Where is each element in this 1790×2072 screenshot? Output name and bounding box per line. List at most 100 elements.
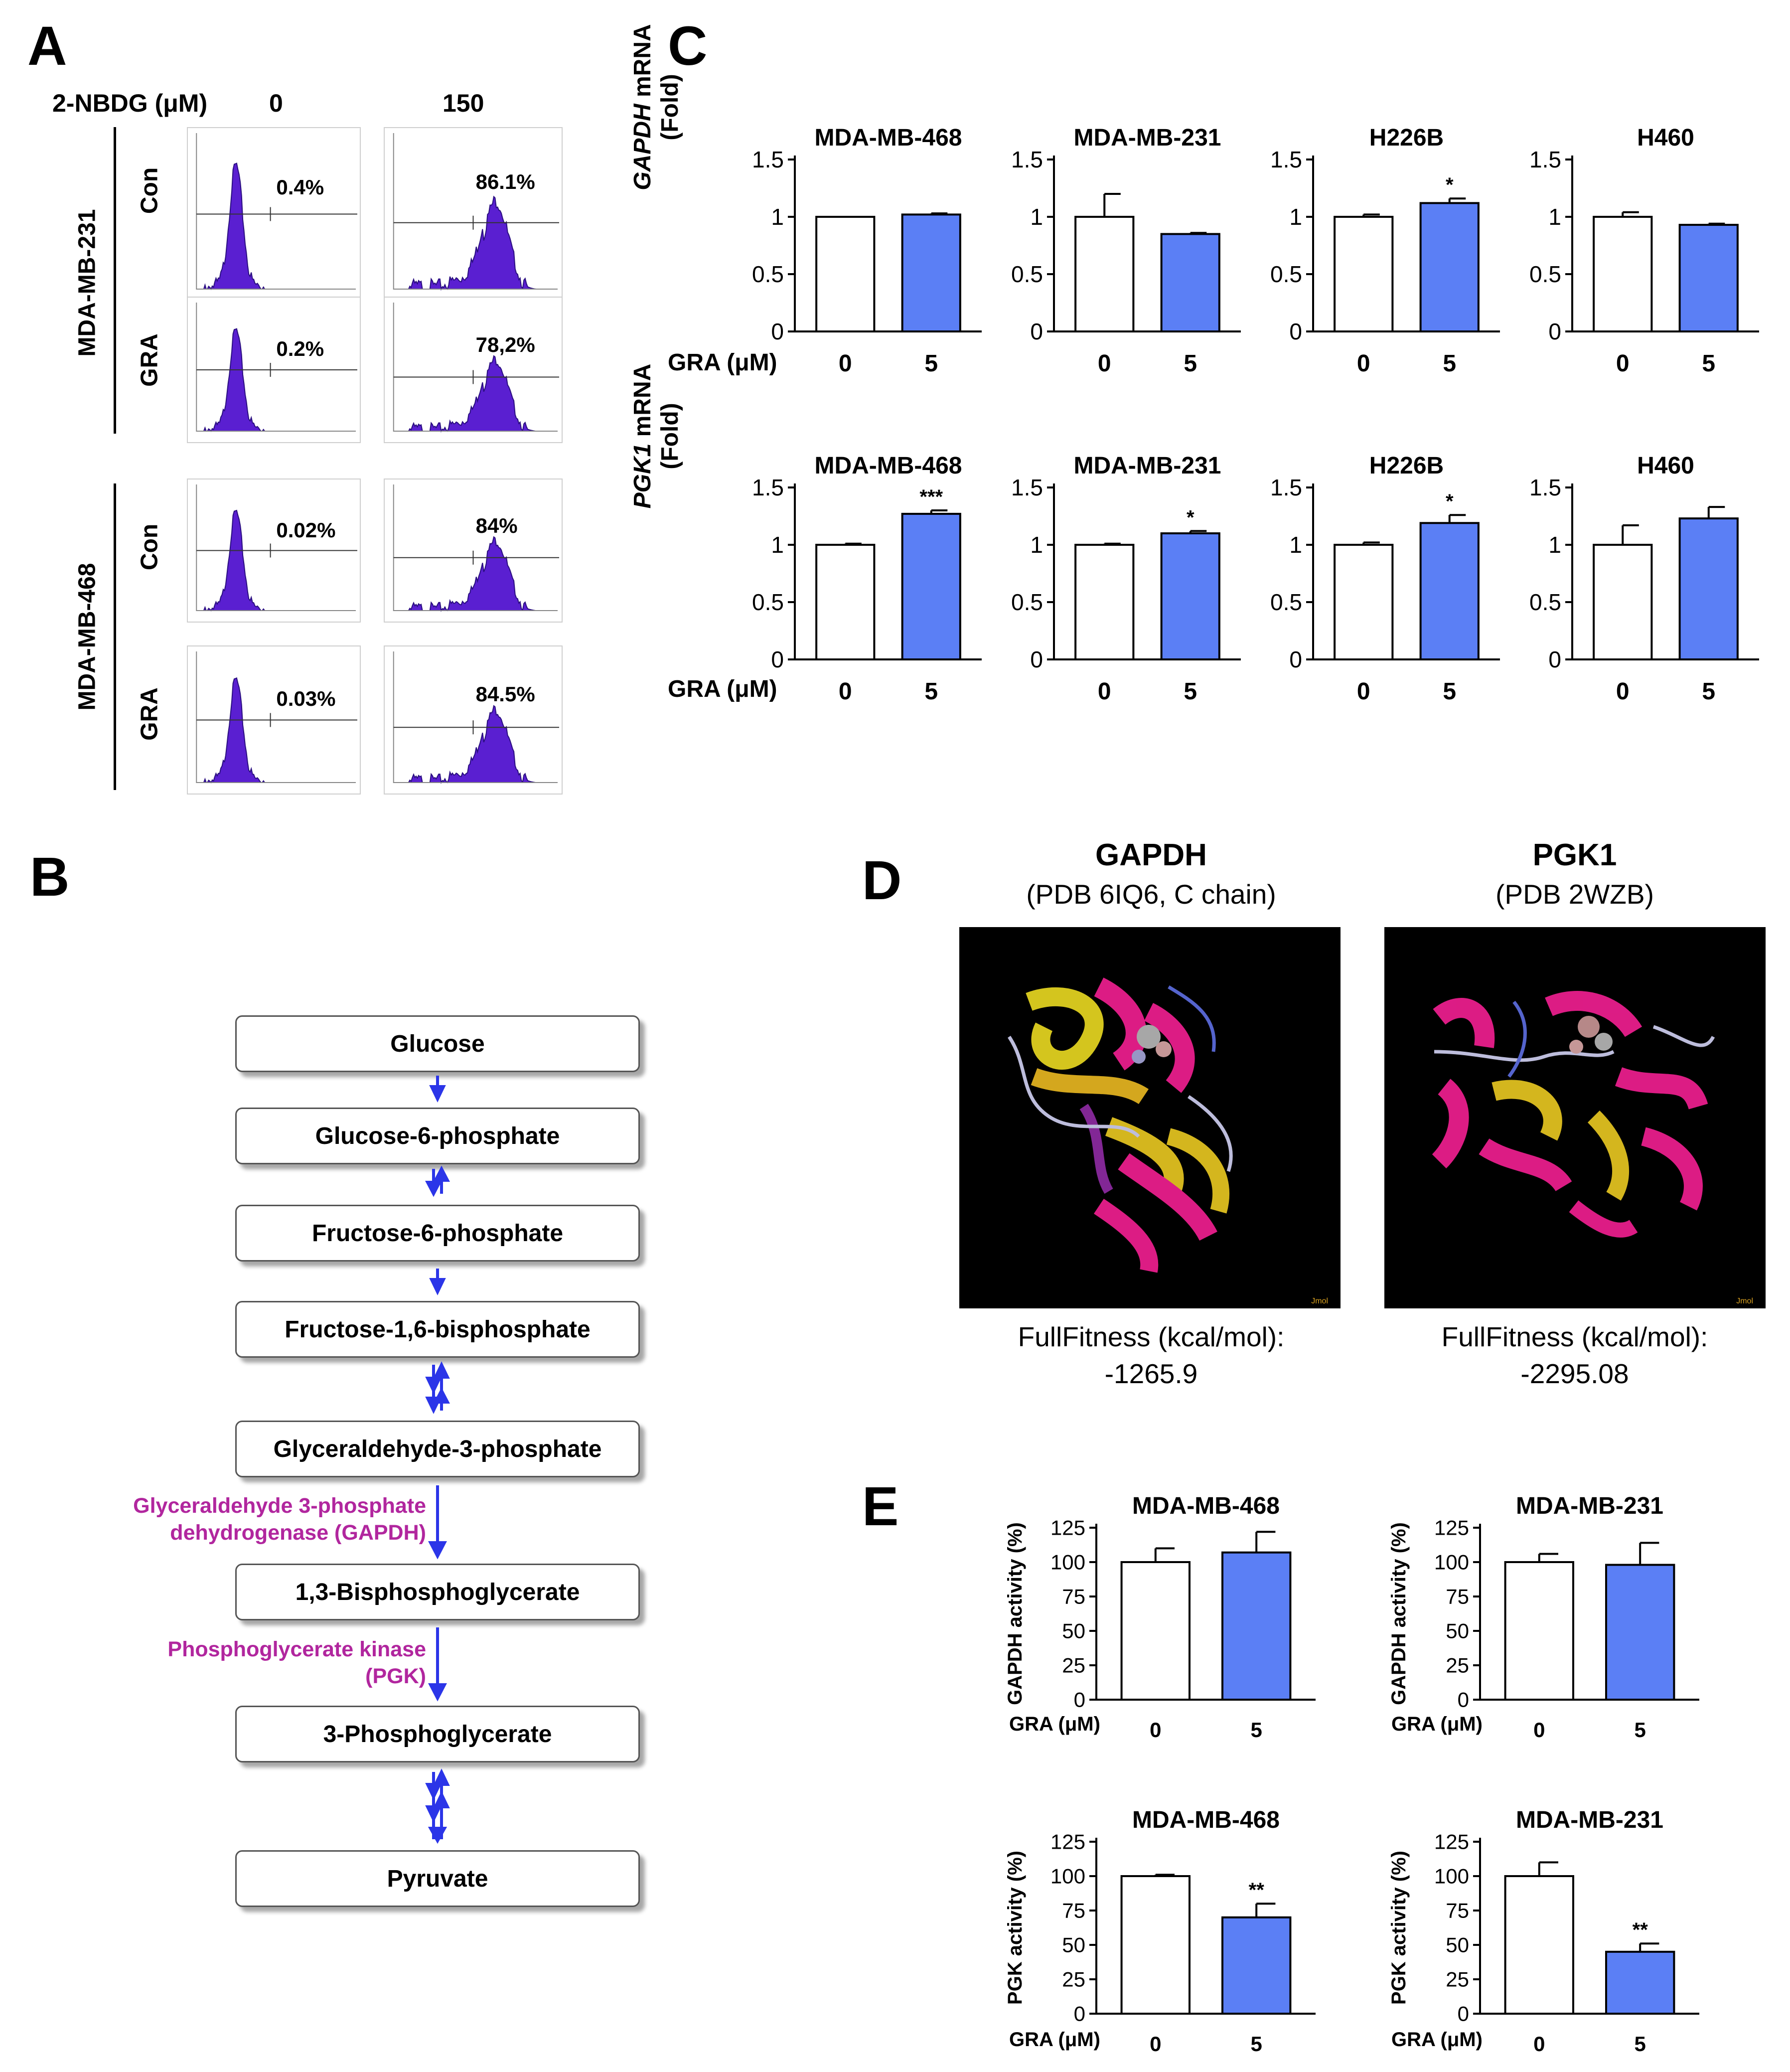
bar: [1605, 1564, 1675, 1701]
y-tick-label: 0: [1548, 646, 1561, 672]
y-tick-label: 0.5: [752, 589, 784, 615]
y-tick-label: 0.5: [752, 261, 784, 287]
flow-plot-mda-mb-468-gra-0: [187, 645, 361, 795]
e-xlabel-1: GRA (μM): [1009, 1713, 1100, 1735]
y-tick-label: 125: [1434, 1516, 1469, 1540]
e-xlabel-2: GRA (μM): [1391, 1713, 1483, 1735]
flow-histogram: [393, 536, 544, 612]
chart-title: MDA-MB-231: [1073, 125, 1221, 151]
flow-plot-mda-mb-468-con-0: [187, 478, 361, 623]
flow-gate: [196, 363, 357, 377]
significance-marker: *: [1187, 506, 1194, 528]
flow-gate: [393, 215, 559, 230]
x-tick-label: 0: [1533, 1718, 1545, 1742]
x-tick-label: 5: [1184, 678, 1197, 705]
bar: [1419, 202, 1480, 332]
flow-plot-mda-mb-231-gra-0: [187, 297, 361, 443]
flow-axes: [393, 133, 558, 290]
chart-title: MDA-MB-468: [814, 453, 962, 479]
group-line-mda231: [114, 127, 116, 434]
flow-percentage: 0.02%: [276, 518, 336, 542]
flow-axes: [393, 651, 558, 783]
e-xlabel-4: GRA (μM): [1391, 2029, 1483, 2051]
bar: [815, 544, 876, 660]
bar: [901, 512, 961, 661]
x-tick-label: 5: [1635, 2032, 1646, 2056]
significance-marker: *: [1446, 174, 1454, 196]
panel-e-letter: E: [862, 1476, 899, 1537]
y-tick-label: 0: [1289, 646, 1302, 672]
bar: [1160, 532, 1220, 660]
flow-plot-mda-mb-231-con-150: [384, 127, 563, 301]
chart-title: MDA-MB-468: [1132, 1807, 1280, 1833]
metabolite-fructose-6-phosphate: Fructose-6-phosphate: [235, 1205, 640, 1262]
chart-title: H226B: [1369, 453, 1444, 479]
flow-gate: [393, 370, 559, 384]
y-tick-label: 1.5: [1270, 475, 1302, 500]
x-tick-label: 5: [924, 678, 938, 705]
metabolite-glucose-6-phosphate: Glucose-6-phosphate: [235, 1108, 640, 1164]
flow-percentage: 78,2%: [475, 332, 535, 356]
y-tick-label: 125: [1434, 1830, 1469, 1854]
bar: [1334, 544, 1394, 660]
y-tick-label: 1: [1030, 532, 1043, 558]
conc-150-label: 150: [443, 89, 484, 117]
flow-gate: [393, 550, 559, 565]
flow-gate: [196, 713, 357, 727]
x-tick-label: 5: [1443, 350, 1456, 377]
bar: [1678, 224, 1739, 332]
x-tick-label: 0: [1098, 350, 1111, 377]
y-tick-label: 50: [1446, 1933, 1469, 1957]
flow-axes: [196, 651, 356, 783]
y-tick-label: 75: [1062, 1899, 1085, 1922]
panel-b-letter: B: [30, 846, 70, 908]
chart-title: MDA-MB-231: [1516, 1493, 1663, 1519]
bar: [1074, 544, 1135, 660]
y-tick-label: 1: [1548, 532, 1561, 558]
chart-title: H226B: [1369, 125, 1444, 151]
flow-axes: [196, 484, 356, 611]
flow-gate: [196, 543, 357, 558]
panel-a-letter: A: [27, 15, 67, 77]
pathway-arrows: [425, 1076, 450, 1844]
arrow-step-7: [425, 1768, 450, 1844]
watermark-gapdh: Jmol: [1311, 1297, 1328, 1305]
x-tick-label: 5: [1635, 1718, 1646, 1742]
x-tick-label: 5: [1184, 350, 1197, 377]
y-tick-label: 1: [1289, 532, 1302, 558]
chart-title: MDA-MB-468: [814, 125, 962, 151]
y-tick-label: 0.5: [1270, 589, 1302, 615]
y-tick-label: 0.5: [1011, 589, 1043, 615]
y-tick-label: 1: [1548, 204, 1561, 230]
x-tick-label: 0: [1357, 350, 1370, 377]
y-axis-title: GAPDH activity (%): [1004, 1522, 1026, 1705]
structure-image-pgk1: Jmol: [1384, 927, 1766, 1308]
y-tick-label: 125: [1050, 1830, 1085, 1854]
y-tick-label: 75: [1062, 1585, 1085, 1608]
y-tick-label: 0: [1458, 1688, 1469, 1712]
significance-marker: ***: [919, 486, 943, 508]
flow-plot-mda-mb-231-gra-150: [384, 297, 563, 443]
protein-pdb-pgk1: (PDB 2WZB): [1495, 879, 1654, 910]
y-tick-label: 1.5: [752, 147, 784, 172]
y-tick-label: 1: [771, 204, 784, 230]
enzyme-pgk-label: Phosphoglycerate kinase (PGK): [167, 1637, 426, 1688]
y-axis-title: PGK activity (%): [1388, 1851, 1410, 2005]
bar: [1120, 1875, 1191, 2015]
metabolite-1-3-bisphosphoglycerate: 1,3-Bisphosphoglycerate: [235, 1564, 640, 1620]
y-tick-label: 1: [1030, 204, 1043, 230]
e-xlabel-3: GRA (μM): [1009, 2029, 1100, 2051]
y-axis-title: GAPDH activity (%): [1388, 1522, 1410, 1705]
y-tick-label: 0.5: [1529, 589, 1561, 615]
y-tick-label: 100: [1050, 1551, 1085, 1574]
flow-axes: [393, 484, 558, 611]
y-tick-label: 75: [1446, 1899, 1469, 1922]
y-tick-label: 25: [1446, 1968, 1469, 1991]
y-tick-label: 1.5: [1529, 147, 1561, 172]
flow-histogram: [393, 705, 544, 784]
x-tick-label: 5: [1251, 2032, 1262, 2056]
flow-percentage: 86.1%: [475, 170, 535, 194]
y-tick-label: 50: [1062, 1933, 1085, 1957]
x-tick-label: 5: [1702, 678, 1715, 705]
